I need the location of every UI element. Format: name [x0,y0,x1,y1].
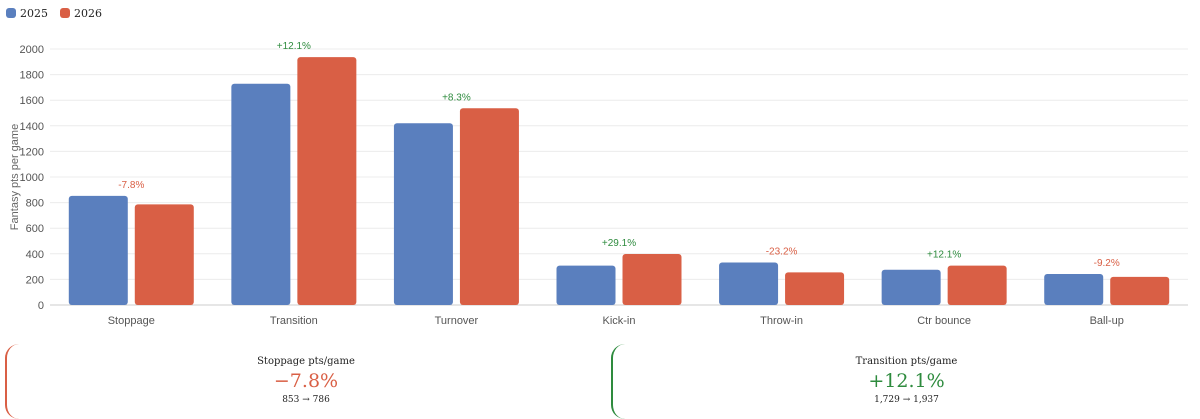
y-tick-label: 800 [26,198,44,210]
y-tick-label: 2000 [20,44,44,56]
x-tick-label: Throw-in [760,315,803,327]
change-annotation: -9.2% [1094,258,1120,269]
y-tick-label: 1000 [20,172,44,184]
card-percent-change: −7.8% [273,370,339,392]
bar-2025[interactable] [393,123,453,306]
legend-item-2026[interactable]: 2026 [60,7,102,20]
bar-2025[interactable] [1044,274,1104,305]
y-tick-label: 0 [38,300,44,312]
transition-stat-card: Transition pts/game +12.1% 1,729 → 1,937 [611,344,1200,419]
bar-2026[interactable] [134,204,194,305]
bar-2026[interactable] [459,108,519,305]
y-tick-label: 200 [26,274,44,286]
x-tick-label: Kick-in [602,315,635,327]
x-tick-label: Stoppage [108,315,155,327]
y-axis-label: Fantasy pts per game [9,124,21,230]
change-annotation: +12.1% [277,41,311,52]
bar-2025[interactable] [68,195,128,305]
card-title: Stoppage pts/game [257,356,355,367]
bar-2025[interactable] [719,262,779,305]
legend-label-2026: 2026 [74,6,102,20]
card-value-change: 1,729 → 1,937 [874,395,939,405]
bar-2026[interactable] [1110,276,1170,305]
bar-2026[interactable] [622,254,682,305]
bar-2025[interactable] [556,265,616,305]
x-tick-label: Turnover [435,315,479,327]
bar-2026[interactable] [947,265,1007,305]
x-tick-label: Transition [270,315,318,327]
change-annotation: -7.8% [118,180,144,191]
x-tick-label: Ctr bounce [917,315,971,327]
card-percent-change: +12.1% [868,370,945,392]
y-tick-label: 1600 [20,95,44,107]
bar-2025[interactable] [231,83,291,305]
change-annotation: +12.1% [927,250,961,261]
legend-item-2025[interactable]: 2025 [6,7,48,20]
y-tick-label: 400 [26,249,44,261]
card-title: Transition pts/game [855,356,958,367]
y-tick-label: 1800 [20,70,44,82]
bar-2026[interactable] [297,57,357,306]
y-tick-label: 1400 [20,121,44,133]
card-value-change: 853 → 786 [282,395,330,405]
change-annotation: +29.1% [602,238,636,249]
bar-2026[interactable] [785,272,845,305]
change-annotation: -23.2% [766,247,798,258]
bar-chart: 0 200 400 600 800 1000 1200 1400 1600 1800 2000 Fan… [9,41,1188,327]
stoppage-stat-card: Stoppage pts/game −7.8% 853 → 786 [5,344,605,419]
legend-label-2025: 2025 [20,6,48,20]
bar-2025[interactable] [881,269,941,305]
change-annotation: +8.3% [442,92,471,103]
legend: 2025 2026 [6,4,102,22]
x-tick-label: Ball-up [1090,315,1124,327]
y-tick-label: 600 [26,223,44,235]
legend-swatch-2026 [60,8,70,18]
y-tick-label: 1200 [20,146,44,158]
legend-swatch-2025 [6,8,16,18]
